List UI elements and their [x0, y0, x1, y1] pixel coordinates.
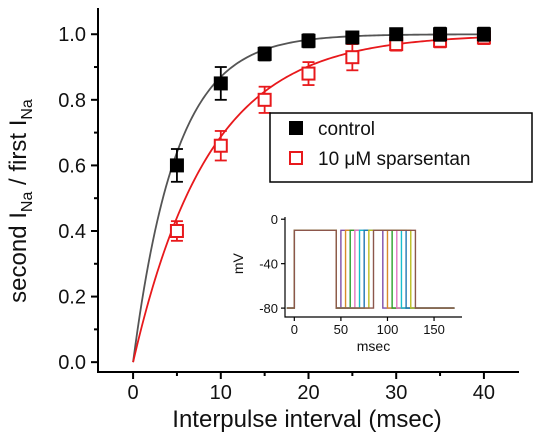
y-tick-label: 0.6 — [58, 155, 86, 177]
legend-label-control: control — [318, 119, 375, 140]
y-tick-label: 0.4 — [58, 221, 86, 243]
data-point-control — [345, 30, 360, 45]
inset-axis-frame — [284, 217, 462, 318]
y-tick-label: 0.2 — [58, 287, 86, 309]
data-point-control — [389, 27, 404, 42]
inset-x-tick-label: 100 — [377, 322, 399, 337]
x-tick-label: 20 — [297, 382, 319, 404]
inset-y-tick-label: 0 — [271, 212, 278, 227]
legend: control 10 μM sparsentan — [269, 112, 533, 183]
x-tick-label: 0 — [128, 382, 139, 404]
x-tick-label: 30 — [385, 382, 407, 404]
y-axis-title: second INa / first INa — [5, 99, 36, 303]
y-tick-label: 0.0 — [58, 352, 86, 374]
data-point-control — [257, 46, 272, 61]
legend-label-sparsentan: 10 μM sparsentan — [318, 149, 471, 170]
legend-box — [269, 112, 533, 183]
data-point-control — [213, 76, 228, 91]
inset-x-axis-title: msec — [357, 338, 390, 354]
x-axis-title: Interpulse interval (msec) — [172, 406, 441, 433]
x-tick-label: 40 — [473, 382, 495, 404]
data-point-sparsentan — [345, 50, 360, 65]
inset-x-tick-label: 150 — [423, 322, 445, 337]
data-point-control — [169, 158, 184, 173]
voltage-protocol-inset: 0 50 100 150 0 -40 -80 msec mV — [230, 207, 468, 363]
x-tick-label: 10 — [210, 382, 232, 404]
protocol-trace — [286, 229, 455, 309]
data-point-sparsentan — [213, 138, 228, 153]
inset-y-tick-label: -80 — [259, 301, 278, 316]
data-point-control — [476, 27, 491, 42]
legend-marker-sparsentan — [289, 151, 303, 165]
inset-y-axis-title: mV — [230, 253, 246, 275]
inset-x-tick-label: 0 — [291, 322, 298, 337]
data-point-sparsentan — [169, 223, 184, 238]
inset-background — [235, 207, 468, 363]
data-point-control — [433, 27, 448, 42]
y-tick-label: 0.8 — [58, 90, 86, 112]
inset-y-tick-label: -40 — [259, 257, 278, 272]
main-axes: 0 10 20 30 40 0.0 0.2 0.4 0.6 0.8 1.0 — [58, 8, 519, 404]
inset-x-tick-label: 50 — [334, 322, 348, 337]
axis-frame — [97, 8, 519, 373]
data-point-sparsentan — [257, 92, 272, 107]
data-point-sparsentan — [301, 66, 316, 81]
data-points — [169, 26, 491, 242]
data-point-control — [301, 33, 316, 48]
y-tick-label: 1.0 — [58, 24, 86, 46]
legend-marker-control — [289, 121, 303, 135]
